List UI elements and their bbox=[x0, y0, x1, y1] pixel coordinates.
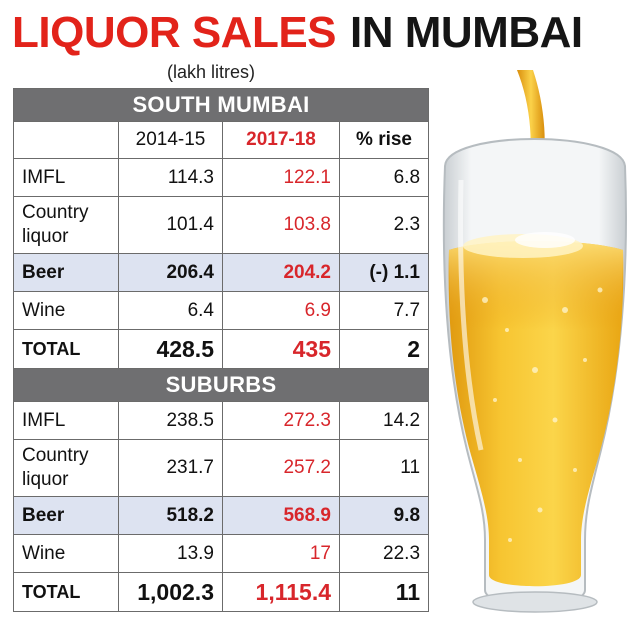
column-header-2014-15: 2014-15 bbox=[118, 121, 223, 159]
table-row-beer: Beer 518.2 568.9 9.8 bbox=[13, 496, 430, 535]
value-2017-18: 1,115.4 bbox=[222, 572, 340, 612]
row-label: IMFL bbox=[13, 401, 119, 440]
row-label-line2: liquor bbox=[22, 226, 69, 247]
row-label: Country liquor bbox=[13, 439, 119, 497]
row-label: Beer bbox=[13, 253, 119, 292]
liquor-sales-table: SOUTH MUMBAI 2014-15 2017-18 % rise IMFL… bbox=[12, 88, 430, 612]
value-2017-18: 204.2 bbox=[222, 253, 340, 292]
value-2014-15: 206.4 bbox=[118, 253, 223, 292]
row-label-line1: Country bbox=[22, 202, 89, 223]
value-rise: 14.2 bbox=[338, 401, 430, 440]
value-2017-18: 6.9 bbox=[222, 291, 340, 330]
title-part-red: LIQUOR SALES bbox=[12, 8, 337, 57]
value-rise: 9.8 bbox=[338, 496, 430, 535]
table-row: Wine 6.4 6.9 7.7 bbox=[13, 291, 430, 330]
column-header-2017-18: 2017-18 bbox=[222, 121, 340, 159]
unit-label: (lakh litres) bbox=[167, 62, 256, 82]
row-label: Wine bbox=[13, 291, 119, 330]
value-2017-18: 568.9 bbox=[222, 496, 340, 535]
value-2014-15: 428.5 bbox=[118, 329, 223, 369]
row-label: Beer bbox=[13, 496, 119, 535]
value-rise: 11 bbox=[338, 439, 430, 497]
value-2017-18: 272.3 bbox=[222, 401, 340, 440]
table-row: IMFL 238.5 272.3 14.2 bbox=[13, 401, 430, 440]
value-2017-18: 17 bbox=[222, 534, 340, 573]
value-2014-15: 1,002.3 bbox=[118, 572, 223, 612]
column-header-rise: % rise bbox=[338, 121, 430, 159]
value-2014-15: 101.4 bbox=[118, 196, 223, 254]
table-row: Country liquor 231.7 257.2 11 bbox=[13, 439, 430, 497]
column-header-row: 2014-15 2017-18 % rise bbox=[13, 121, 430, 159]
value-2017-18: 122.1 bbox=[222, 158, 340, 197]
table-row: IMFL 114.3 122.1 6.8 bbox=[13, 158, 430, 197]
title-part-black: IN MUMBAI bbox=[350, 8, 583, 57]
row-label-line1: Country bbox=[22, 445, 89, 466]
table-row: Wine 13.9 17 22.3 bbox=[13, 534, 430, 573]
beer-glass-illustration bbox=[442, 70, 627, 613]
value-2014-15: 114.3 bbox=[118, 158, 223, 197]
table-row-total: TOTAL 428.5 435 2 bbox=[13, 329, 430, 369]
value-rise: (-) 1.1 bbox=[338, 253, 430, 292]
value-2014-15: 238.5 bbox=[118, 401, 223, 440]
table-row-total: TOTAL 1,002.3 1,115.4 11 bbox=[13, 572, 430, 612]
row-label: IMFL bbox=[13, 158, 119, 197]
value-2014-15: 231.7 bbox=[118, 439, 223, 497]
column-header-blank bbox=[13, 121, 119, 159]
row-label: Country liquor bbox=[13, 196, 119, 254]
value-2014-15: 518.2 bbox=[118, 496, 223, 535]
value-rise: 2.3 bbox=[338, 196, 430, 254]
section-title: SOUTH MUMBAI bbox=[12, 88, 430, 122]
table-row-beer: Beer 206.4 204.2 (-) 1.1 bbox=[13, 253, 430, 292]
value-2017-18: 257.2 bbox=[222, 439, 340, 497]
table-row: Country liquor 101.4 103.8 2.3 bbox=[13, 196, 430, 254]
value-2017-18: 435 bbox=[222, 329, 340, 369]
value-rise: 2 bbox=[338, 329, 430, 369]
value-rise: 7.7 bbox=[338, 291, 430, 330]
section-title: SUBURBS bbox=[12, 368, 430, 402]
row-label-line2: liquor bbox=[22, 469, 69, 490]
value-2014-15: 13.9 bbox=[118, 534, 223, 573]
section-header-suburbs: SUBURBS bbox=[12, 368, 430, 402]
value-rise: 6.8 bbox=[338, 158, 430, 197]
row-label: Wine bbox=[13, 534, 119, 573]
row-label: TOTAL bbox=[13, 572, 119, 612]
section-header-south-mumbai: SOUTH MUMBAI bbox=[12, 88, 430, 122]
beer-glass-image bbox=[425, 70, 635, 628]
value-2017-18: 103.8 bbox=[222, 196, 340, 254]
page-title: LIQUOR SALES IN MUMBAI bbox=[12, 8, 612, 68]
value-2014-15: 6.4 bbox=[118, 291, 223, 330]
value-rise: 22.3 bbox=[338, 534, 430, 573]
value-rise: 11 bbox=[338, 572, 430, 612]
row-label: TOTAL bbox=[13, 329, 119, 369]
